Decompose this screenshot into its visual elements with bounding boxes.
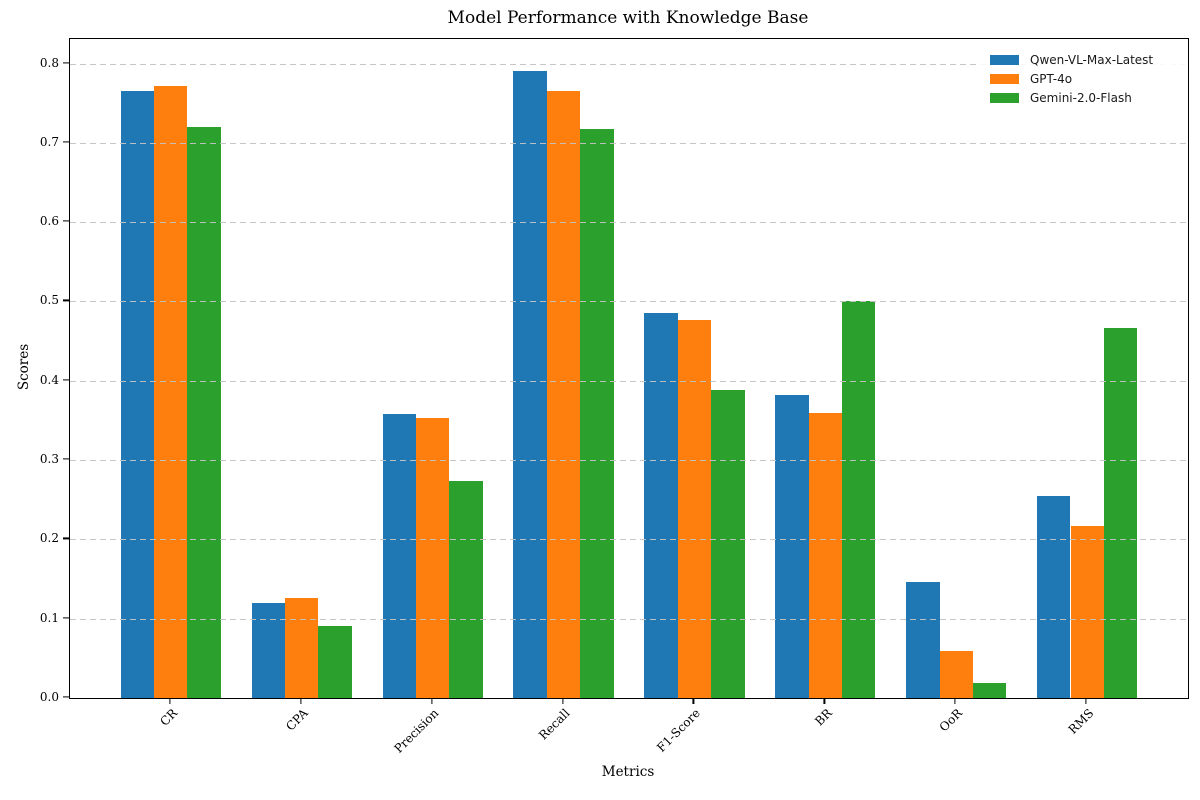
x-tick-mark (561, 698, 564, 704)
gridline-0.1 (70, 618, 1188, 620)
legend-label: Qwen-VL-Max-Latest (1030, 52, 1154, 67)
x-tick-mark (431, 698, 433, 704)
bar-qwen-vl-max-latest-recall (513, 70, 547, 698)
x-tick-label-text: F1-Score (654, 706, 704, 755)
bar-gpt-4o-f1-score (677, 319, 712, 698)
x-tick-label-text: BR (811, 706, 835, 729)
legend-label: GPT-4o (1030, 71, 1073, 86)
legend: Qwen-VL-Max-Latest GPT-4o Gemini-2.0-Flash (978, 45, 1187, 113)
bar-qwen-vl-max-latest-cpa (251, 602, 286, 698)
y-tick-label: 0.3 (39, 452, 59, 467)
y-tick-label: 0.4 (39, 372, 59, 387)
y-tick-label: 0.6 (39, 214, 59, 229)
x-tick-mark (169, 698, 171, 704)
x-tick-label-text: CPA (283, 706, 311, 734)
bar-gpt-4o-oor (939, 651, 973, 698)
bar-gemini-2-0-flash-cpa (318, 625, 352, 698)
y-tick-mark (63, 61, 69, 64)
x-tick-label-text: RMS (1065, 706, 1097, 737)
legend-swatch-icon (990, 54, 1019, 65)
legend-label: Gemini-2.0-Flash (1030, 90, 1132, 105)
y-tick-mark (63, 537, 69, 539)
gridline-0.8 (70, 63, 1188, 65)
bar-gemini-2-0-flash-cr (187, 127, 221, 698)
bar-gemini-2-0-flash-precision (449, 480, 483, 698)
y-tick-label: 0.0 (39, 690, 59, 704)
chart-title: Model Performance with Knowledge Base (447, 8, 809, 28)
x-axis-label: Metrics (601, 764, 655, 780)
y-tick-label: 0.1 (39, 610, 59, 625)
legend-swatch-icon (990, 92, 1019, 103)
bar-qwen-vl-max-latest-f1-score (644, 313, 678, 698)
x-tick-label-text: CR (156, 706, 180, 729)
bar-qwen-vl-max-latest-br (775, 395, 809, 698)
y-tick-mark (63, 696, 69, 698)
x-tick-label-text: Recall (535, 706, 573, 743)
x-tick-mark (300, 698, 302, 704)
y-tick-mark (63, 141, 69, 143)
bar-qwen-vl-max-latest-oor (906, 582, 940, 698)
y-tick-mark (63, 617, 69, 619)
bar-gpt-4o-cr (154, 85, 188, 698)
y-tick-mark (63, 299, 69, 302)
x-tick-mark (1085, 698, 1087, 704)
y-tick-label: 0.2 (39, 531, 59, 546)
bar-qwen-vl-max-latest-cr (120, 91, 155, 698)
x-tick-mark (692, 698, 695, 704)
y-tick-label: 0.5 (39, 293, 59, 308)
gridline-0.7 (70, 142, 1188, 144)
x-tick-mark (823, 698, 825, 704)
gridline-0.6 (70, 222, 1188, 224)
y-tick-mark (63, 458, 69, 460)
bar-gpt-4o-br (808, 412, 843, 698)
x-tick-label-text: OoR (936, 706, 966, 735)
y-tick-mark (63, 220, 69, 222)
gridline-0.2 (70, 539, 1188, 541)
x-tick-mark (954, 698, 956, 704)
bar-gemini-2-0-flash-oor (972, 682, 1007, 698)
legend-item-gemini-2-0-flash: Gemini-2.0-Flash (978, 88, 1187, 107)
legend-item-qwen-vl-max-latest: Qwen-VL-Max-Latest (978, 50, 1187, 69)
gridline-0.3 (70, 460, 1188, 462)
bar-gpt-4o-recall (546, 90, 581, 698)
x-tick-label-text: Precision (391, 706, 442, 756)
y-tick-mark (63, 379, 69, 381)
bar-qwen-vl-max-latest-precision (382, 414, 416, 698)
plot-area (69, 38, 1189, 699)
bar-gpt-4o-precision (415, 418, 450, 698)
legend-swatch-icon (990, 73, 1019, 84)
bar-qwen-vl-max-latest-rms (1037, 495, 1071, 698)
bar-gemini-2-0-flash-br (842, 300, 876, 698)
bar-gemini-2-0-flash-recall (580, 129, 614, 698)
gridline-0.5 (70, 301, 1188, 303)
y-tick-label: 0.8 (39, 55, 59, 70)
y-tick-label: 0.7 (39, 134, 59, 149)
bar-gpt-4o-cpa (285, 598, 319, 698)
bar-gemini-2-0-flash-rms (1103, 328, 1138, 698)
gridline-0.4 (70, 380, 1188, 382)
bar-gpt-4o-rms (1070, 525, 1104, 698)
bar-gemini-2-0-flash-f1-score (711, 390, 745, 698)
legend-item-gpt-4o: GPT-4o (978, 69, 1187, 88)
